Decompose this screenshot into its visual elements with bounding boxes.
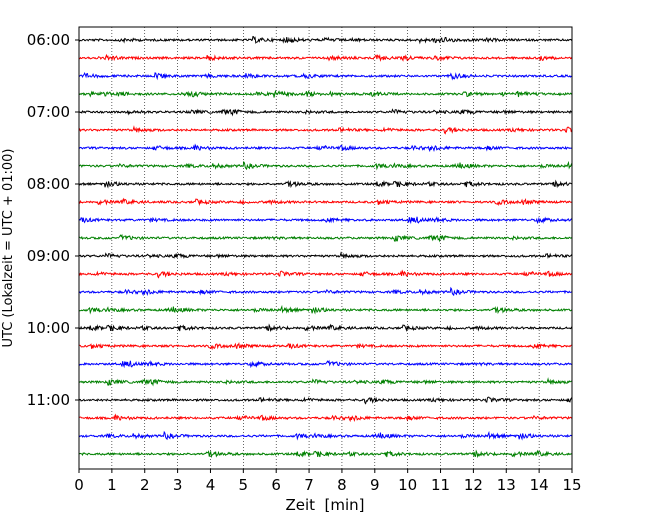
y-tick-label: 10:00	[27, 319, 70, 337]
trace-0845	[78, 233, 573, 243]
trace-0745	[78, 160, 573, 171]
x-tick-label: 6	[271, 476, 281, 494]
trace-0815	[78, 197, 573, 207]
trace-0645	[78, 89, 573, 98]
plot-frame	[78, 26, 573, 470]
x-tick-label: 0	[74, 476, 84, 494]
x-tick-label: 10	[398, 476, 417, 494]
x-axis-ticks: 0 1 2 3 4 5 6 7 8 9 10 11 12 13 14 15	[74, 469, 582, 494]
x-tick-label: 2	[140, 476, 150, 494]
x-tick-label: 7	[304, 476, 314, 494]
y-tick-label: 08:00	[27, 175, 70, 193]
y-tick-label: 09:00	[27, 247, 70, 265]
trace-0800	[78, 179, 573, 189]
x-tick-label: 13	[497, 476, 516, 494]
x-tick-label: 15	[562, 476, 581, 494]
y-tick-label: 07:00	[27, 103, 70, 121]
x-axis-label: Zeit [min]	[285, 496, 364, 514]
x-tick-label: 14	[530, 476, 549, 494]
y-axis-ticks: 06:00 07:00 08:00 09:00 10:00 11:00	[27, 31, 79, 409]
trace-0900	[78, 251, 573, 260]
y-tick-label: 06:00	[27, 31, 70, 49]
trace-0830	[78, 216, 573, 225]
trace-0600	[78, 35, 573, 45]
trace-0930	[78, 286, 573, 297]
trace-1030	[78, 359, 573, 369]
trace-1000	[78, 323, 573, 333]
trace-1015	[78, 342, 573, 351]
x-tick-label: 12	[464, 476, 483, 494]
y-axis-label: UTC (Lokalzeit = UTC + 01:00)	[1, 149, 16, 348]
trace-1115	[78, 413, 573, 423]
trace-0700	[78, 108, 573, 117]
trace-0915	[78, 269, 573, 279]
trace-1045	[78, 377, 573, 387]
trace-0630	[78, 72, 573, 81]
trace-1100	[78, 396, 573, 405]
seismogram-traces	[78, 35, 573, 459]
trace-1145	[78, 449, 573, 459]
trace-0945	[78, 304, 573, 315]
trace-0715	[78, 125, 573, 135]
y-tick-label: 11:00	[27, 391, 70, 409]
x-tick-label: 9	[370, 476, 380, 494]
trace-0615	[78, 53, 573, 62]
x-tick-label: 11	[431, 476, 450, 494]
trace-0730	[78, 143, 573, 153]
x-tick-label: 1	[107, 476, 117, 494]
x-tick-label: 4	[206, 476, 216, 494]
x-tick-label: 3	[173, 476, 183, 494]
x-tick-label: 5	[239, 476, 249, 494]
trace-1130	[78, 430, 573, 441]
x-tick-label: 8	[337, 476, 347, 494]
